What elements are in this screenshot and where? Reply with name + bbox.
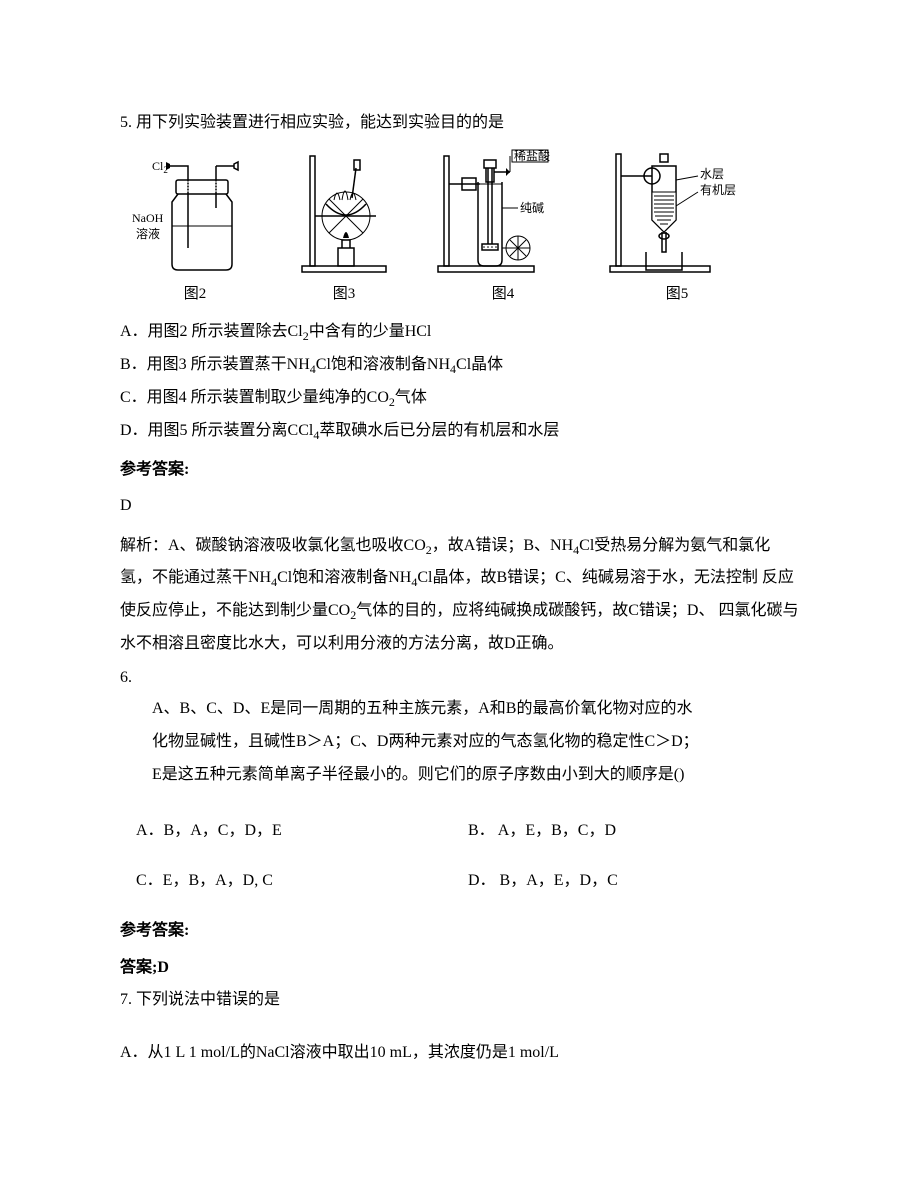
q6-stem: A、B、C、D、E是同一周期的五种主族元素，A和B的最高价氧化物对应的水 化物显… <box>120 693 800 791</box>
q6-option-C: C．E，B，A，D, C <box>136 866 468 896</box>
figure-4: 稀盐酸 纯碱 图4 <box>428 148 578 309</box>
fig4-caption: 图4 <box>492 280 515 309</box>
fig2-naoh-label-2: 溶液 <box>136 226 160 241</box>
q5-option-B: B．用图3 所示装置蒸干NH4Cl饱和溶液制备NH4Cl晶体 <box>120 350 800 381</box>
q6-answer-line: 答案;D <box>120 953 800 983</box>
q5-answer-letter: D <box>120 491 800 521</box>
fig5-caption: 图5 <box>666 280 689 309</box>
q6-option-B: B． A，E，B，C，D <box>468 816 800 846</box>
figure-2-svg: Cl2 NaOH 溶液 <box>130 148 260 276</box>
figures-row: Cl2 NaOH 溶液 图2 <box>120 148 800 309</box>
q5-option-A: A．用图2 所示装置除去Cl2中含有的少量HCl <box>120 317 800 348</box>
figure-2: Cl2 NaOH 溶液 图2 <box>130 148 260 309</box>
figure-5: 水层 有机层 图5 <box>602 148 752 309</box>
q7-option-A: A．从1 L 1 mol/L的NaCl溶液中取出10 mL，其浓度仍是1 mol… <box>120 1038 800 1068</box>
figure-3-svg <box>284 148 404 276</box>
fig5-organic-label: 有机层 <box>700 183 736 197</box>
fig4-soda-label: 纯碱 <box>520 201 544 215</box>
q5-answer-heading: 参考答案: <box>120 455 800 485</box>
fig2-naoh-label-1: NaOH <box>132 211 164 225</box>
q5-explanation: 解析：A、碳酸钠溶液吸收氯化氢也吸收CO2，故A错误；B、NH4Cl受热易分解为… <box>120 530 800 661</box>
fig2-caption: 图2 <box>184 280 207 309</box>
fig3-caption: 图3 <box>333 280 356 309</box>
q6-options: A．B，A，C，D，E B． A，E，B，C，D C．E，B，A，D, C D．… <box>120 806 800 907</box>
fig4-dilute-label: 稀盐酸 <box>514 148 550 163</box>
q5-option-C: C．用图4 所示装置制取少量纯净的CO2气体 <box>120 383 800 414</box>
figure-5-svg: 水层 有机层 <box>602 148 752 276</box>
q6-number: 6. <box>120 663 800 693</box>
q5-option-D: D．用图5 所示装置分离CCl4萃取碘水后已分层的有机层和水层 <box>120 416 800 447</box>
q6-answer-heading: 参考答案: <box>120 916 800 946</box>
figure-4-svg: 稀盐酸 纯碱 <box>428 148 578 276</box>
q7-stem: 7. 下列说法中错误的是 <box>120 985 800 1015</box>
q6-option-D: D． B，A，E，D，C <box>468 866 800 896</box>
fig5-water-label: 水层 <box>700 167 724 181</box>
fig2-cl2-label: Cl2 <box>152 159 168 175</box>
q6-option-A: A．B，A，C，D，E <box>136 816 468 846</box>
figure-3: 图3 <box>284 148 404 309</box>
q5-stem: 5. 用下列实验装置进行相应实验，能达到实验目的的是 <box>120 108 800 138</box>
